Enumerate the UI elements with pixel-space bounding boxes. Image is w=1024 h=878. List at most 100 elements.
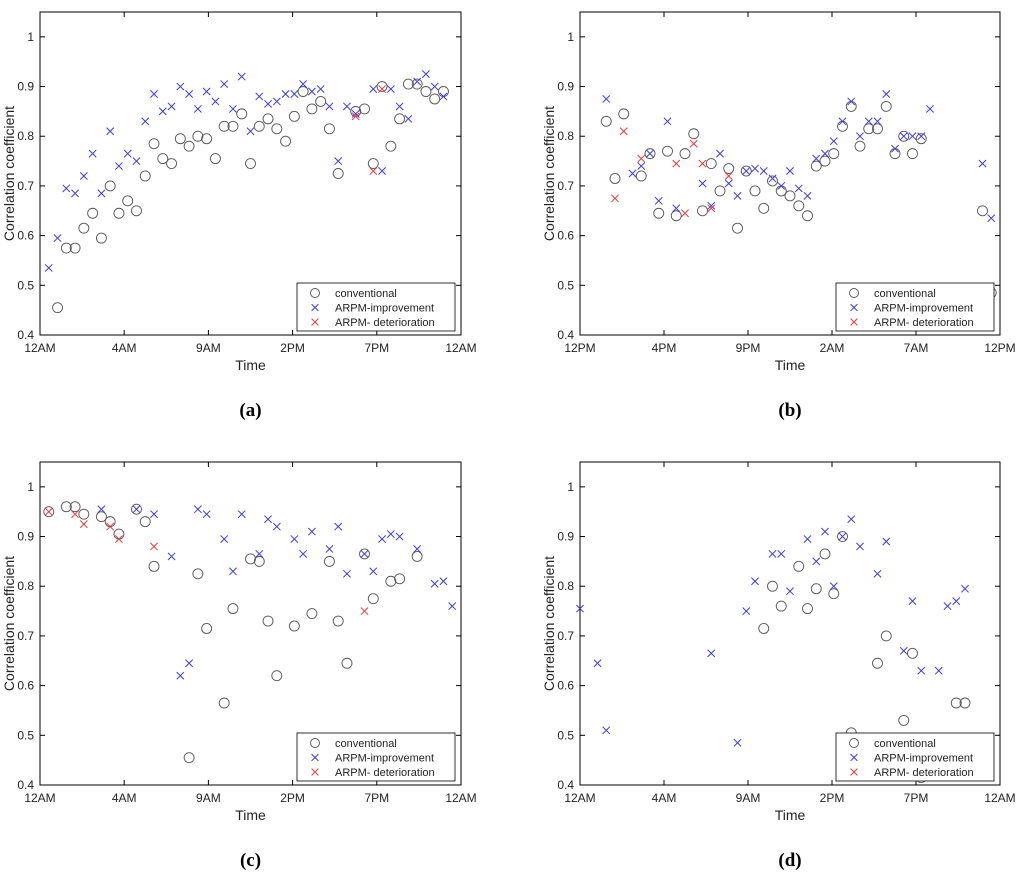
data-point-conventional xyxy=(793,200,805,212)
legend-marker-x xyxy=(850,318,858,326)
series-conventional xyxy=(758,531,971,783)
data-point-conventional xyxy=(166,158,178,170)
data-point-arpm-improvement xyxy=(334,157,343,166)
y-tick-label: 0.9 xyxy=(17,80,34,94)
data-point-arpm-improvement xyxy=(360,549,369,558)
y-tick-label: 0.5 xyxy=(557,278,574,292)
data-point-conventional xyxy=(618,108,630,120)
data-point-conventional xyxy=(201,133,213,145)
data-point-conventional xyxy=(174,133,186,145)
y-tick-label: 0.6 xyxy=(557,679,574,693)
x-tick-label: 7AM xyxy=(904,341,929,355)
data-point-conventional xyxy=(306,103,318,115)
series-arpm-deterioration xyxy=(611,127,733,218)
data-point-arpm-deterioration xyxy=(611,194,619,203)
data-point-arpm-improvement xyxy=(786,167,794,175)
data-point-conventional xyxy=(907,148,918,160)
data-point-conventional xyxy=(104,516,116,528)
data-point-arpm-improvement xyxy=(873,569,882,578)
data-point-arpm-deterioration xyxy=(44,507,53,516)
data-point-conventional xyxy=(95,232,107,244)
data-point-conventional xyxy=(227,120,239,132)
legend: conventional ARPM-improvement ARPM- deteri… xyxy=(835,732,995,782)
series-arpm-improvement xyxy=(576,515,969,747)
panel-caption: (a) xyxy=(239,400,261,421)
x-tick-label: 12AM xyxy=(24,791,55,805)
data-point-arpm-improvement xyxy=(777,549,786,558)
data-point-conventional xyxy=(775,600,787,612)
data-point-conventional xyxy=(262,615,274,627)
data-point-arpm-deterioration xyxy=(724,172,733,180)
data-point-conventional xyxy=(122,195,134,207)
data-point-arpm-improvement xyxy=(829,582,838,591)
y-tick-label: 0.5 xyxy=(557,728,574,742)
data-point-arpm-improvement xyxy=(211,97,220,106)
data-point-arpm-improvement xyxy=(891,144,899,153)
legend-marker-circle xyxy=(849,738,859,748)
y-tick-label: 0.9 xyxy=(17,530,34,544)
y-tick-label: 0.7 xyxy=(557,179,574,193)
legend-box xyxy=(296,732,456,782)
data-point-conventional xyxy=(385,140,397,152)
data-point-conventional xyxy=(87,207,99,219)
y-tick-label: 0.5 xyxy=(17,728,34,742)
data-point-arpm-improvement xyxy=(299,80,308,89)
data-point-arpm-deterioration xyxy=(351,112,360,121)
data-point-arpm-improvement xyxy=(917,666,926,675)
legend-marker-circle xyxy=(310,288,320,298)
data-point-arpm-improvement xyxy=(908,597,917,606)
panel-caption: (b) xyxy=(778,400,801,421)
data-point-conventional xyxy=(148,560,160,572)
data-point-arpm-improvement xyxy=(316,85,325,93)
data-point-arpm-deterioration xyxy=(698,159,707,168)
data-point-arpm-deterioration xyxy=(689,139,698,148)
data-point-conventional xyxy=(192,130,204,142)
data-point-conventional xyxy=(429,93,441,105)
data-point-conventional xyxy=(183,140,195,152)
legend-box xyxy=(296,282,456,332)
x-tick-label: 12AM xyxy=(564,791,595,805)
data-point-arpm-improvement xyxy=(334,522,343,531)
data-point-arpm-improvement xyxy=(378,167,387,175)
data-point-arpm-deterioration xyxy=(150,542,158,551)
series-arpm-improvement xyxy=(602,90,996,223)
data-point-arpm-improvement xyxy=(343,569,351,578)
data-point-arpm-improvement xyxy=(386,85,395,93)
y-tick-label: 0.6 xyxy=(17,679,34,693)
data-point-conventional xyxy=(183,752,195,764)
data-point-arpm-improvement xyxy=(768,174,777,183)
y-tick-label: 0.8 xyxy=(557,129,574,143)
legend-label: ARPM-improvement xyxy=(335,753,434,765)
y-tick-label: 0.6 xyxy=(17,229,34,243)
data-point-conventional xyxy=(139,170,151,182)
data-point-conventional xyxy=(872,123,883,135)
data-point-conventional xyxy=(705,158,717,170)
data-point-arpm-improvement xyxy=(264,99,272,108)
data-point-conventional xyxy=(332,168,344,179)
series-conventional xyxy=(52,78,449,314)
data-point-arpm-improvement xyxy=(229,104,237,113)
y-tick-label: 0.6 xyxy=(557,229,574,243)
data-point-arpm-improvement xyxy=(768,549,777,558)
data-point-conventional xyxy=(819,155,831,167)
data-point-conventional xyxy=(635,170,647,182)
data-point-arpm-improvement xyxy=(448,602,457,611)
series-arpm-deterioration xyxy=(351,85,387,175)
x-tick-label: 2PM xyxy=(280,791,305,805)
data-point-conventional xyxy=(714,185,726,197)
data-point-conventional xyxy=(43,506,55,518)
y-axis-title: Correlation coefficient xyxy=(1,106,17,241)
data-point-arpm-deterioration xyxy=(672,159,681,168)
y-tick-label: 0.5 xyxy=(17,278,34,292)
y-tick-label: 0.8 xyxy=(557,579,574,593)
data-point-arpm-improvement xyxy=(167,552,176,561)
x-tick-label: 4AM xyxy=(112,791,137,805)
data-point-arpm-improvement xyxy=(751,164,759,173)
data-point-arpm-improvement xyxy=(786,587,794,596)
data-point-conventional xyxy=(767,175,778,187)
data-point-arpm-improvement xyxy=(176,82,185,91)
data-point-conventional xyxy=(323,555,335,567)
data-point-arpm-improvement xyxy=(882,90,891,98)
data-point-conventional xyxy=(793,560,805,572)
data-point-arpm-improvement xyxy=(978,159,987,168)
